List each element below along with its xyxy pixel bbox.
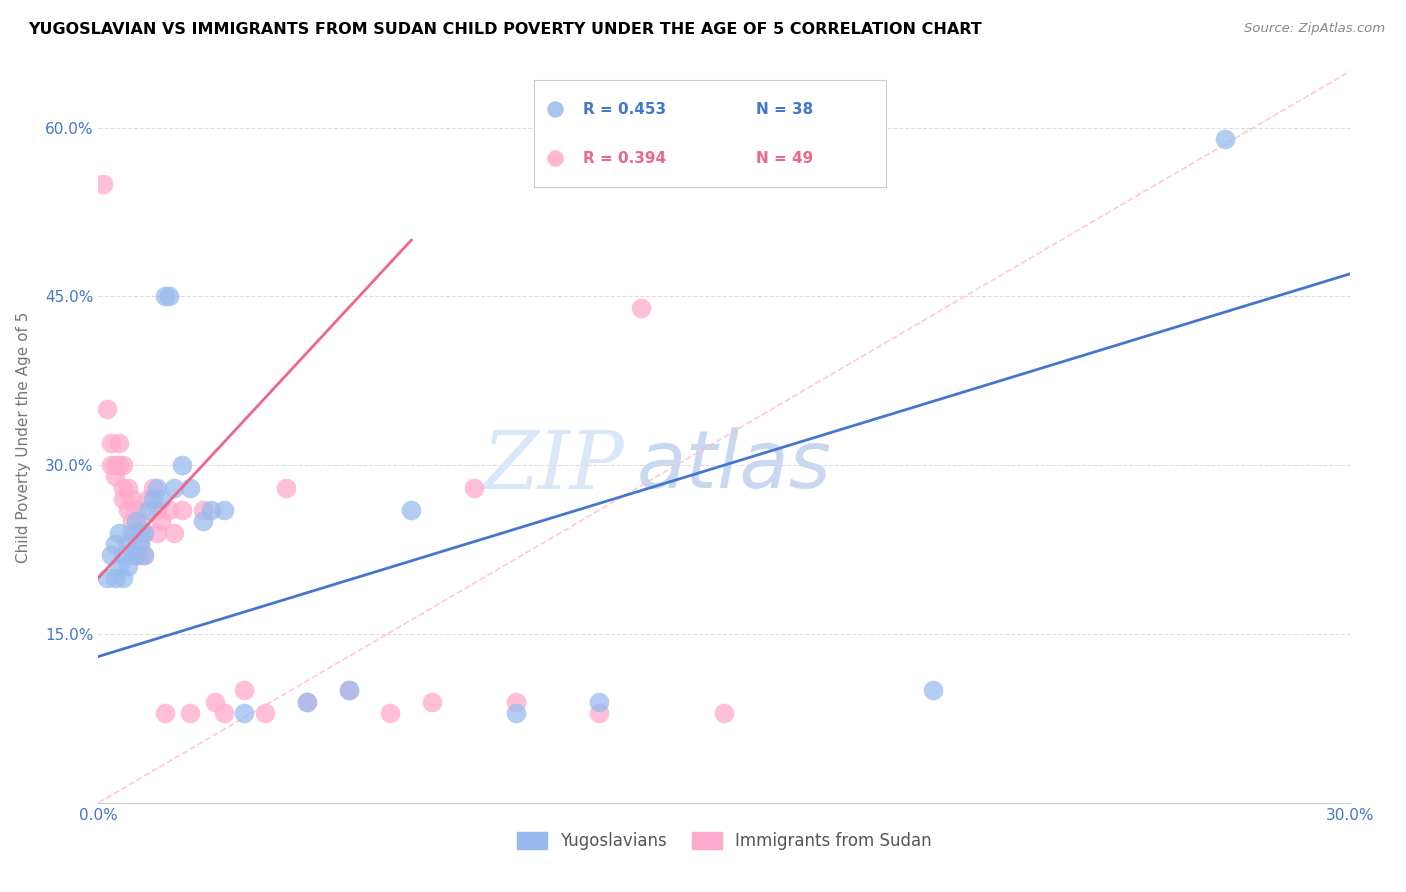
Point xyxy=(112,481,135,495)
Point xyxy=(129,548,152,562)
Point xyxy=(142,481,165,495)
Point xyxy=(112,491,135,506)
Point xyxy=(274,481,298,495)
Point xyxy=(544,152,567,166)
Y-axis label: Child Poverty Under the Age of 5: Child Poverty Under the Age of 5 xyxy=(17,311,31,563)
Point xyxy=(117,537,139,551)
Point xyxy=(129,515,152,529)
Point xyxy=(588,694,610,708)
Text: YUGOSLAVIAN VS IMMIGRANTS FROM SUDAN CHILD POVERTY UNDER THE AGE OF 5 CORRELATIO: YUGOSLAVIAN VS IMMIGRANTS FROM SUDAN CHI… xyxy=(28,22,981,37)
Point xyxy=(125,503,148,517)
Point xyxy=(337,683,360,698)
Point xyxy=(121,548,143,562)
Point xyxy=(146,481,169,495)
Point xyxy=(121,491,143,506)
Point xyxy=(112,571,135,585)
Point xyxy=(129,537,152,551)
Point xyxy=(142,491,165,506)
Point xyxy=(117,481,139,495)
Text: ZIP: ZIP xyxy=(482,427,624,505)
Text: Source: ZipAtlas.com: Source: ZipAtlas.com xyxy=(1244,22,1385,36)
Point xyxy=(295,694,318,708)
Text: R = 0.453: R = 0.453 xyxy=(583,102,666,117)
Point xyxy=(96,401,118,416)
Point xyxy=(713,706,735,720)
Point xyxy=(630,301,652,315)
Point xyxy=(179,706,201,720)
Point xyxy=(117,503,139,517)
Point xyxy=(233,706,256,720)
Point xyxy=(505,706,527,720)
Point xyxy=(212,503,235,517)
Point xyxy=(463,481,485,495)
Point xyxy=(146,503,169,517)
Point xyxy=(108,559,131,574)
Text: N = 38: N = 38 xyxy=(756,102,813,117)
Point xyxy=(138,503,160,517)
Point xyxy=(108,435,131,450)
Point xyxy=(125,548,148,562)
Point xyxy=(146,525,169,540)
Point xyxy=(96,571,118,585)
Point xyxy=(104,469,127,483)
Point xyxy=(125,525,148,540)
Point xyxy=(125,537,148,551)
Point xyxy=(588,706,610,720)
Point xyxy=(112,548,135,562)
Point xyxy=(134,548,156,562)
Point xyxy=(121,525,143,540)
Point xyxy=(153,289,176,303)
Point xyxy=(108,525,131,540)
Point xyxy=(134,548,156,562)
Point xyxy=(337,683,360,698)
Point xyxy=(100,548,122,562)
Point xyxy=(112,458,135,473)
Point xyxy=(104,571,127,585)
Point xyxy=(104,537,127,551)
Text: atlas: atlas xyxy=(637,427,831,506)
Point xyxy=(204,694,226,708)
Point xyxy=(108,458,131,473)
Point xyxy=(191,503,214,517)
Point xyxy=(191,515,214,529)
Point xyxy=(91,177,114,191)
Point xyxy=(117,559,139,574)
Point xyxy=(233,683,256,698)
Point xyxy=(157,289,180,303)
Point xyxy=(1213,132,1236,146)
Point xyxy=(254,706,277,720)
Point xyxy=(104,458,127,473)
Point xyxy=(544,102,567,116)
Point xyxy=(505,694,527,708)
Point xyxy=(295,694,318,708)
Point xyxy=(129,537,152,551)
Point xyxy=(401,503,423,517)
Point xyxy=(212,706,235,720)
Point xyxy=(170,458,193,473)
Text: N = 49: N = 49 xyxy=(756,151,813,166)
Point xyxy=(157,503,180,517)
Point xyxy=(380,706,402,720)
Text: R = 0.394: R = 0.394 xyxy=(583,151,666,166)
Point xyxy=(179,481,201,495)
Point xyxy=(121,515,143,529)
Point xyxy=(630,87,652,101)
Point xyxy=(150,515,173,529)
Point xyxy=(138,491,160,506)
Point xyxy=(153,706,176,720)
Point xyxy=(134,525,156,540)
Point xyxy=(100,435,122,450)
Legend: Yugoslavians, Immigrants from Sudan: Yugoslavians, Immigrants from Sudan xyxy=(510,825,938,856)
Point xyxy=(200,503,222,517)
Point xyxy=(150,491,173,506)
Point xyxy=(170,503,193,517)
Point xyxy=(162,481,184,495)
Point xyxy=(134,525,156,540)
Point xyxy=(129,525,152,540)
Point xyxy=(162,525,184,540)
Point xyxy=(921,683,943,698)
Point xyxy=(125,515,148,529)
Point xyxy=(420,694,443,708)
Point xyxy=(100,458,122,473)
